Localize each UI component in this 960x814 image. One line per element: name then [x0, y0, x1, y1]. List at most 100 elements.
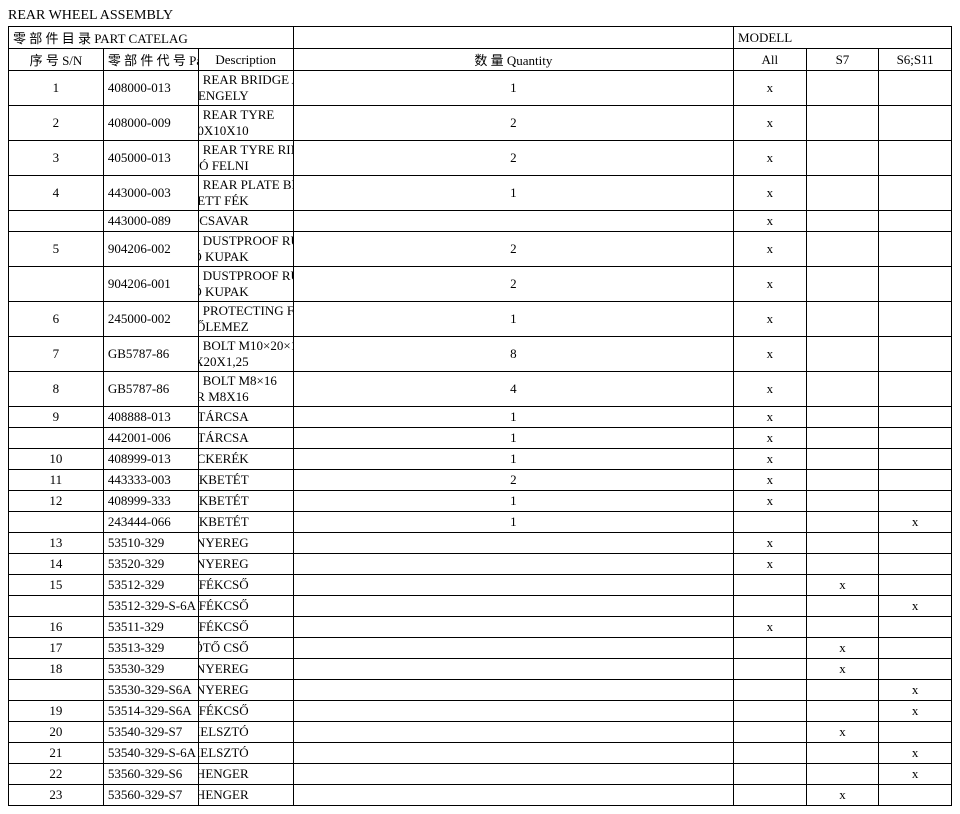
table-row: 2408000-009REAR TYREHÁTSÓ GUMI 20X10X102…: [9, 106, 952, 141]
hun-text: LÁNCKERÉK: [198, 451, 288, 467]
cell: 53512-329-S-6A: [103, 596, 198, 617]
cell: ÁTERESZTŐ CSAVAR: [198, 211, 293, 232]
cell: [806, 71, 879, 106]
cell: [734, 596, 807, 617]
cell: [293, 211, 733, 232]
cell: 2: [293, 470, 733, 491]
cell: REAR TYREHÁTSÓ GUMI 20X10X10: [198, 106, 293, 141]
cell: [879, 428, 952, 449]
cell: 2: [293, 267, 733, 302]
cell: FELSŐ FÉKCSŐ: [198, 701, 293, 722]
cell: [734, 659, 807, 680]
cell: [806, 267, 879, 302]
cell: [293, 764, 733, 785]
cell: [806, 554, 879, 575]
cell: [734, 785, 807, 806]
hun-text: ÖSSZEKÖTŐ CSŐ: [198, 640, 288, 656]
cell: REAR PLATE BRAKE ASSYKOMPLETT FÉK: [198, 176, 293, 211]
hun-text: HÁTSÓ FŐFÉKHENGER: [198, 766, 288, 782]
cell: 442001-006: [103, 428, 198, 449]
table-row: 1408000-013REAR BRIDGE ASSYHÁTSÓ TENGELY…: [9, 71, 952, 106]
cell: 53512-329: [103, 575, 198, 596]
cell: x: [734, 302, 807, 337]
cell: 14: [9, 554, 104, 575]
hun-text: HÁTSÓ FŐFÉKHENGER: [198, 787, 288, 803]
cell: HÁTSÓ FŐFÉKHENGER: [198, 785, 293, 806]
cell: [806, 617, 879, 638]
cell: 443333-003: [103, 470, 198, 491]
cell: x: [734, 141, 807, 176]
table-row: 1953514-329-S6AFELSŐ FÉKCSŐ x: [9, 701, 952, 722]
cell: 1: [293, 176, 733, 211]
cell: GB5787-86: [103, 372, 198, 407]
cell: JOBB ELSŐ FÉKNYEREG: [198, 554, 293, 575]
cell: [879, 659, 952, 680]
cell: 1: [293, 302, 733, 337]
cell: [879, 638, 952, 659]
cell: x: [734, 267, 807, 302]
table-row: 12408999-333HÁTSÓ FÉKBETÉT1x: [9, 491, 952, 512]
cell: 7: [9, 337, 104, 372]
cell: 1: [293, 71, 733, 106]
cell: 53514-329-S6A: [103, 701, 198, 722]
table-row: 53530-329-S6AHÁTSÓ FÉKNYEREGx: [9, 680, 952, 701]
cell: BOLT M8×16CSAVAR M8X16: [198, 372, 293, 407]
cell: [879, 785, 952, 806]
catalog-left: 零 部 件 目 录 PART CATELAG: [9, 27, 294, 49]
cell: x: [879, 764, 952, 785]
cell: 5: [9, 232, 104, 267]
cell: [806, 596, 879, 617]
cell: [806, 337, 879, 372]
cell: [879, 71, 952, 106]
cell: x: [734, 372, 807, 407]
desc-text: DUSTPROOF RUBBER BOOT: [203, 233, 293, 248]
desc-text: DUSTPROOF RUBBER BOOT: [203, 268, 293, 283]
cell: [806, 449, 879, 470]
cell: 2: [9, 106, 104, 141]
desc-text: REAR TYRE RING: [203, 142, 293, 157]
catalog-header-row: 零 部 件 目 录 PART CATELAG MODELL: [9, 27, 952, 49]
cell: 22: [9, 764, 104, 785]
table-row: 7GB5787-86BOLT M10×20×1.25CSAVAR M10X20X…: [9, 337, 952, 372]
cell: 3: [9, 141, 104, 176]
cell: x: [879, 743, 952, 764]
hun-text: PORVÉDŐ KUPAK: [198, 249, 288, 265]
cell: [734, 722, 807, 743]
table-row: 1553512-329ELSŐ FÉKCSŐx: [9, 575, 952, 596]
cell: [806, 701, 879, 722]
cell: 1: [293, 512, 733, 533]
cell: 9: [9, 407, 104, 428]
cell: [806, 512, 879, 533]
cell: [806, 470, 879, 491]
hun-text: HÁTSÓ FELNI: [198, 158, 288, 174]
hun-text: HÁTSÓ FÉKBETÉT: [198, 493, 288, 509]
cell: x: [734, 71, 807, 106]
cell: 53520-329: [103, 554, 198, 575]
table-row: 1653511-329HÁTSÓ FÉKCSŐx: [9, 617, 952, 638]
cell: x: [879, 701, 952, 722]
cell: DUSTPROOF RUBBER BOOTPORVÉDŐ KUPAK: [198, 267, 293, 302]
cell: HÁTSÓ FÉKTÁRCSA: [198, 428, 293, 449]
table-row: 1753513-329ÖSSZEKÖTŐ CSŐx: [9, 638, 952, 659]
cell: 19: [9, 701, 104, 722]
cell: [879, 575, 952, 596]
cell: 1: [293, 491, 733, 512]
desc-text: REAR TYRE: [203, 107, 275, 122]
cell: [879, 267, 952, 302]
hun-text: LÁNCKWERÉK VÉDŐLEMEZ: [198, 319, 288, 335]
cell: [806, 764, 879, 785]
hun-text: HÁTSÓ FÉKNYEREG: [198, 682, 288, 698]
cell: [734, 512, 807, 533]
cell: x: [734, 449, 807, 470]
cell: 443000-089: [103, 211, 198, 232]
table-row: 2253560-329-S6HÁTSÓ FŐFÉKHENGERx: [9, 764, 952, 785]
parts-table: 零 部 件 目 录 PART CATELAG MODELL 序 号 S/N 零 …: [8, 26, 952, 806]
cell: [879, 470, 952, 491]
table-row: 443000-089ÁTERESZTŐ CSAVARx: [9, 211, 952, 232]
cell: x: [806, 575, 879, 596]
cell: 53513-329: [103, 638, 198, 659]
cell: [806, 141, 879, 176]
hun-text: FÉKELSZTÓ: [198, 724, 288, 740]
cell: [9, 211, 104, 232]
table-row: 8GB5787-86BOLT M8×16CSAVAR M8X164x: [9, 372, 952, 407]
